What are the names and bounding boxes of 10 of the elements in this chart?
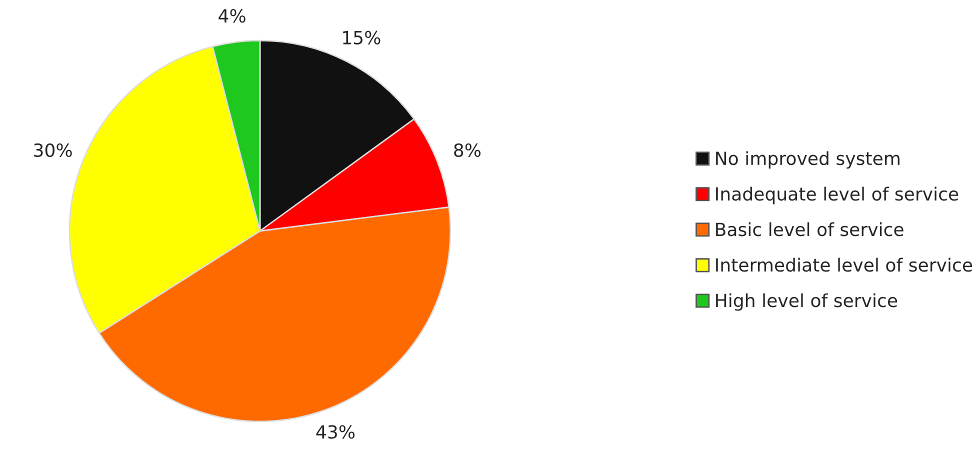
data-label: 30% <box>34 143 72 158</box>
legend-label: Basic level of service <box>716 222 904 236</box>
legend-label: No improved system <box>716 151 900 169</box>
data-label: 8% <box>454 143 481 158</box>
data-label: 43% <box>316 425 355 439</box>
legend-label: Intermediate level of service <box>716 258 972 272</box>
data-label: 15% <box>343 30 380 44</box>
legend-label: High level of service <box>716 293 898 311</box>
legend-label: Inadequate level of service <box>716 186 958 204</box>
data-label: 4% <box>218 9 246 23</box>
